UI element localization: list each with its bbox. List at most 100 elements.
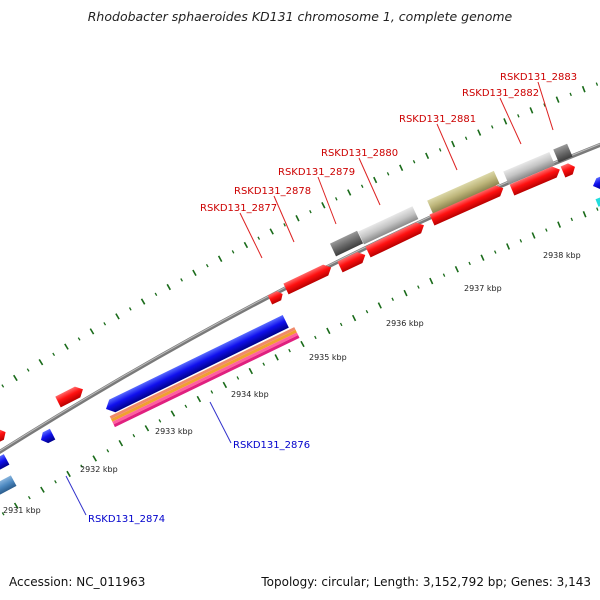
scale-tick [13,502,19,509]
feature-band-pink[interactable] [112,332,299,425]
feature-band-orange[interactable] [111,329,297,422]
gene-arrow[interactable] [560,161,578,178]
scale-tick [596,207,599,211]
scale-tick [569,92,572,97]
gene-label[interactable]: RSKD131_2874 [88,514,165,525]
scale-label: 2933 kbp [155,427,193,436]
gene-arrow[interactable] [0,475,17,496]
gene-arrow[interactable] [38,428,56,446]
scale-tick [531,232,536,239]
scale-tick [494,250,497,254]
scale-tick [295,215,300,222]
gene-label[interactable]: RSKD131_2883 [500,72,577,83]
accession-text: Accession: NC_011963 [9,575,146,589]
map-title: Rhodobacter sphaeroides KD131 chromosome… [87,9,513,24]
scale-tick [468,261,471,266]
scale-ticks-outer [1,82,599,388]
scale-tick [314,335,317,340]
feature-band-magenta[interactable] [113,335,300,428]
scale-tick [217,255,223,262]
gene-label[interactable]: RSKD131_2878 [234,186,311,197]
scale-tick [377,302,382,309]
gene-label[interactable]: RSKD131_2881 [399,114,476,125]
gene-labels-reverse: RSKD131_2874 RSKD131_2876 [88,440,310,525]
gene-label[interactable]: RSKD131_2880 [321,148,398,159]
scale-tick [480,254,485,261]
scale-tick [438,148,442,152]
gene-arrow[interactable] [267,289,285,305]
scale-tick [80,464,84,468]
gene-block-dark[interactable] [329,230,364,257]
scale-labels: 2931 kbp 2932 kbp 2933 kbp 2934 kbp 2935… [3,251,581,515]
scale-tick [66,470,71,478]
scale-tick [412,160,416,164]
scale-tick [180,278,183,282]
scale-tick [166,283,171,291]
gene-arrow[interactable] [55,384,85,408]
scale-tick [231,250,235,254]
scale-tick [417,285,420,289]
scale-tick [27,495,31,500]
scale-tick [158,419,162,423]
gene-label[interactable]: RSKD131_2879 [278,167,355,178]
scale-tick [222,381,228,389]
gene-arrow[interactable] [595,196,600,207]
gene-block-dark[interactable] [553,143,573,163]
scale-tick [38,358,44,366]
gene-arrow[interactable] [283,262,333,295]
gene-block-olive[interactable] [427,170,500,214]
scale-tick [1,512,5,516]
gene-arrow[interactable] [591,175,600,191]
feature-band-salmon[interactable] [109,327,296,419]
gene-arrow[interactable] [365,220,426,258]
scale-tick [236,376,240,380]
feature-bands [109,327,300,428]
scale-tick [326,327,331,335]
gene-arrow[interactable] [0,454,10,471]
scale-tick [128,307,132,311]
genome-summary-text: Topology: circular; Length: 3,152,792 bp… [261,575,591,589]
scale-label: 2932 kbp [80,465,118,474]
scale-tick [454,265,459,273]
gene-block-grey[interactable] [503,152,555,185]
gene-arrow[interactable] [509,164,563,196]
scale-tick [205,263,209,268]
gene-labels-forward: RSKD131_2877 RSKD131_2878 RSKD131_2879 R… [200,72,577,214]
scale-tick [373,176,378,184]
scale-tick [582,210,587,218]
scale-label: 2937 kbp [464,284,502,293]
scale-tick [243,241,249,249]
scale-tick [26,368,30,372]
scale-ticks-inner [1,207,599,516]
scale-tick [154,292,158,297]
scale-tick [595,82,599,86]
scale-tick [115,313,120,320]
scale-tick [283,223,286,227]
scale-tick [140,298,146,305]
scale-tick [184,404,188,409]
gene-label[interactable]: RSKD131_2882 [462,88,539,99]
scale-tick [442,273,446,277]
scale-tick [309,210,312,214]
gene-arrow[interactable] [0,427,8,444]
gene-arrow[interactable] [429,183,506,226]
gene-block-grey[interactable] [358,206,419,245]
scale-tick [477,129,482,136]
scale-tick [451,140,456,148]
scale-tick [192,269,197,276]
gene-label[interactable]: RSKD131_2876 [233,440,310,451]
gene-arrow[interactable] [337,250,367,273]
scale-tick [64,343,69,350]
scale-tick [429,277,434,285]
gene-label[interactable]: RSKD131_2877 [200,203,277,214]
scale-tick [118,440,124,447]
scale-tick [321,202,326,209]
scale-tick [519,239,523,243]
reverse-strand-genes [0,175,600,496]
scale-tick [351,314,357,322]
scale-tick [365,310,369,314]
scale-tick [288,348,291,353]
gene-arrow[interactable] [103,315,289,415]
